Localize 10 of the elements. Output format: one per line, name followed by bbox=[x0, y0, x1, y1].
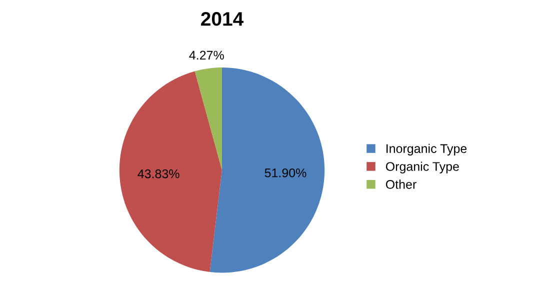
chart-title: 2014 bbox=[201, 12, 244, 26]
pie-slice bbox=[210, 68, 325, 273]
legend-label: Other bbox=[386, 180, 416, 189]
data-label: 43.83% bbox=[138, 169, 180, 178]
legend-label: Organic Type bbox=[386, 162, 459, 174]
data-label: 51.90% bbox=[264, 168, 306, 178]
pie-slice bbox=[194, 68, 222, 170]
data-label: 4.27% bbox=[189, 50, 224, 60]
legend-label: Inorganic Type bbox=[386, 144, 467, 156]
pie-slice bbox=[119, 71, 222, 272]
